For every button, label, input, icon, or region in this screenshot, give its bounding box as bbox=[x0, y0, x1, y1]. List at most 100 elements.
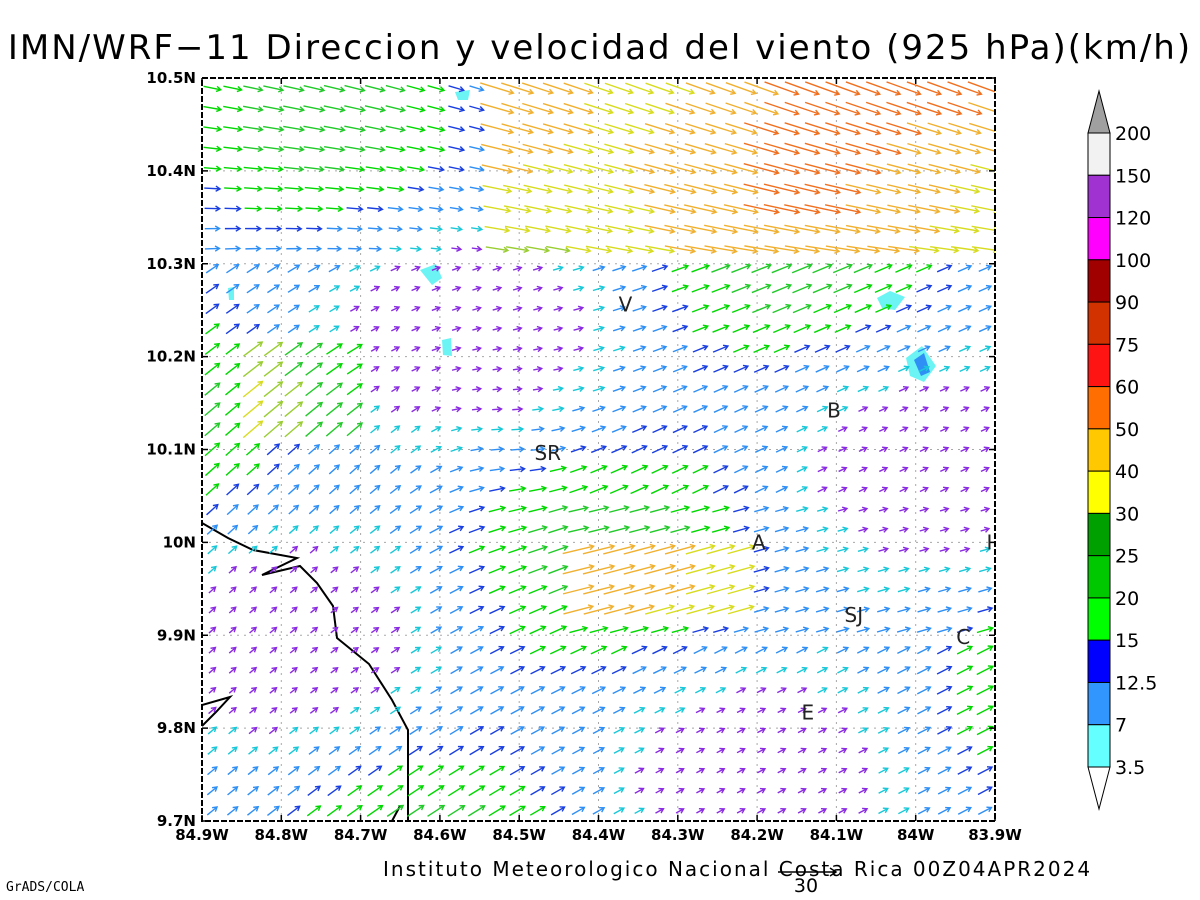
wind-vector bbox=[385, 105, 406, 113]
wind-vector bbox=[764, 122, 800, 136]
wind-vector bbox=[246, 463, 260, 476]
wind-vector bbox=[775, 505, 790, 513]
wind-vector bbox=[978, 325, 992, 333]
wind-vector bbox=[906, 122, 943, 136]
wind-vector bbox=[249, 666, 258, 674]
y-tick-label: 9.9N bbox=[157, 626, 196, 644]
wind-vector bbox=[980, 406, 990, 413]
wind-vector bbox=[804, 183, 841, 195]
wind-vector bbox=[430, 465, 443, 474]
wind-vector bbox=[731, 303, 751, 314]
wind-vector bbox=[490, 706, 505, 715]
wind-vector bbox=[490, 446, 505, 453]
wind-vector bbox=[696, 807, 706, 814]
wind-vector bbox=[208, 626, 217, 634]
wind-vector bbox=[899, 406, 909, 413]
wind-vector bbox=[249, 586, 258, 594]
wind-vector bbox=[207, 746, 218, 755]
wind-vector bbox=[267, 805, 280, 816]
wind-vector bbox=[223, 125, 244, 133]
wind-vector bbox=[727, 544, 756, 555]
wind-vector bbox=[735, 666, 748, 674]
wind-vector bbox=[469, 605, 485, 615]
wind-vector bbox=[469, 745, 485, 756]
wind-vector bbox=[543, 143, 574, 155]
wind-vector bbox=[508, 565, 528, 574]
wind-vector bbox=[350, 606, 360, 614]
y-tick-label: 10.1N bbox=[146, 441, 196, 459]
wind-vector bbox=[774, 606, 790, 613]
wind-vector bbox=[430, 666, 443, 675]
wind-vector bbox=[645, 245, 676, 254]
wind-vector bbox=[431, 285, 442, 292]
wind-vector bbox=[716, 707, 726, 714]
colorbar-label: 120 bbox=[1115, 208, 1151, 230]
wind-vector bbox=[753, 565, 770, 573]
wind-vector bbox=[391, 346, 401, 352]
wind-vector bbox=[389, 706, 402, 715]
wind-vector bbox=[754, 405, 769, 413]
wind-vector bbox=[409, 525, 423, 534]
wind-vector bbox=[410, 626, 422, 634]
wind-vector bbox=[878, 526, 889, 533]
wind-vector bbox=[509, 785, 526, 796]
wind-vector bbox=[744, 101, 780, 116]
wind-vector bbox=[936, 626, 953, 633]
wind-vector bbox=[763, 224, 801, 235]
wind-vector bbox=[777, 727, 787, 734]
wind-vector bbox=[784, 122, 821, 136]
wind-vector bbox=[553, 305, 564, 312]
wind-vector bbox=[692, 444, 709, 454]
wind-vector bbox=[550, 686, 566, 695]
wind-vector bbox=[713, 445, 729, 454]
wind-vector bbox=[898, 566, 910, 573]
wind-vector bbox=[451, 366, 462, 373]
wind-vector bbox=[976, 665, 995, 676]
wind-vector bbox=[367, 205, 384, 213]
wind-vector bbox=[919, 546, 930, 553]
wind-vector bbox=[548, 605, 568, 615]
wind-vector bbox=[744, 81, 780, 96]
wind-vector bbox=[542, 102, 574, 115]
wind-vector bbox=[684, 245, 718, 254]
wind-vector bbox=[249, 706, 258, 714]
wind-vector bbox=[548, 564, 569, 575]
wind-vector bbox=[406, 105, 426, 113]
wind-vector bbox=[449, 505, 465, 514]
wind-vector bbox=[206, 786, 219, 796]
wind-vector bbox=[228, 686, 237, 694]
wind-vector bbox=[387, 765, 404, 776]
wind-vector bbox=[563, 164, 594, 175]
wind-vector bbox=[228, 706, 237, 714]
wind-vector bbox=[529, 645, 547, 655]
wind-vector bbox=[411, 406, 421, 413]
wind-vector bbox=[796, 425, 809, 433]
x-tick-label: 84.2W bbox=[730, 826, 784, 844]
wind-vector bbox=[672, 304, 689, 313]
wind-vector bbox=[224, 185, 243, 192]
wind-vector bbox=[817, 687, 828, 694]
wind-vector bbox=[837, 426, 848, 433]
wind-vector bbox=[879, 426, 889, 433]
wind-vector bbox=[409, 566, 422, 574]
wind-vector bbox=[753, 586, 770, 593]
wind-vector bbox=[645, 604, 676, 615]
wind-vector bbox=[406, 125, 426, 133]
wind-vector bbox=[723, 224, 759, 235]
wind-vector bbox=[691, 505, 711, 513]
wind-vector bbox=[533, 325, 543, 333]
wind-vector bbox=[858, 426, 868, 433]
wind-vector bbox=[430, 626, 443, 634]
wind-vector bbox=[204, 442, 221, 457]
wind-vector bbox=[675, 707, 686, 714]
wind-vector bbox=[816, 385, 830, 393]
wind-vector bbox=[716, 767, 726, 774]
wind-vector bbox=[349, 706, 360, 715]
wind-vector bbox=[287, 304, 300, 314]
wind-vector bbox=[552, 385, 565, 393]
wind-vector bbox=[603, 543, 636, 555]
wind-vector bbox=[838, 486, 848, 493]
wind-vector bbox=[879, 446, 889, 453]
wind-vector bbox=[563, 102, 594, 115]
wind-vector bbox=[205, 283, 220, 294]
